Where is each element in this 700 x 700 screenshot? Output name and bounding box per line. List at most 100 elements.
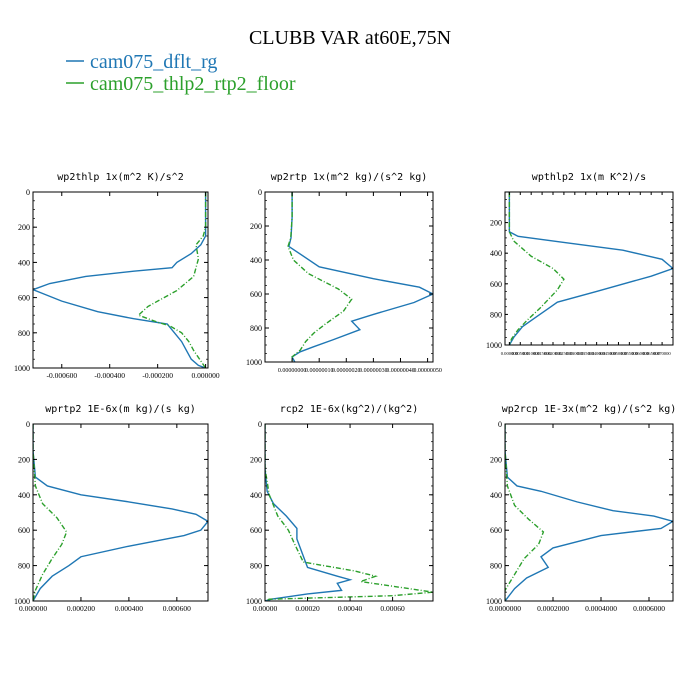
y-tick-label: 600	[490, 526, 502, 535]
x-tick-label: 0.065000	[643, 351, 661, 356]
y-tick-label: 1000	[486, 341, 502, 350]
series-line-floor	[508, 192, 565, 345]
y-tick-label: 800	[490, 310, 502, 319]
y-tick-label: 0	[26, 420, 30, 429]
y-tick-label: 400	[250, 256, 262, 265]
y-tick-label: 400	[250, 491, 262, 500]
x-tick-label: 0.055000	[621, 351, 639, 356]
x-tick-label: 0.000000	[19, 604, 47, 613]
y-tick-label: 800	[250, 562, 262, 571]
panel-4: wprtp2 1E-6x(m kg)/(s kg) 0 200 400 600 800 10…	[14, 404, 209, 613]
y-tick-label: 1000	[486, 597, 502, 606]
panel-title: rcp2 1E-6x(kg^2)/(kg^2)	[280, 404, 418, 415]
x-tick-label: 0.035000	[577, 351, 595, 356]
x-tick-label: 0.0002000	[537, 604, 569, 613]
series-line-dflt	[288, 192, 433, 362]
panel-title: wprtp2 1E-6x(m kg)/(s kg)	[45, 404, 196, 415]
panel-title: wp2rtp 1x(m^2 kg)/(s^2 kg)	[271, 172, 428, 183]
y-tick-label: 200	[250, 455, 262, 464]
figure-title: CLUBB VAR at60E,75N	[249, 27, 451, 49]
y-tick-label: 600	[250, 290, 262, 299]
y-tick-label: 600	[490, 280, 502, 289]
series-line-floor	[137, 192, 207, 368]
y-tick-label: 400	[18, 491, 30, 500]
plot-frame	[504, 423, 674, 602]
x-tick-label: 0.00000040	[386, 368, 415, 374]
y-tick-label: 0	[258, 188, 262, 197]
x-tick-label: 0.060000	[632, 351, 650, 356]
x-tick-label: 0.005000	[512, 351, 530, 356]
y-tick-label: 1000	[14, 597, 30, 606]
plot-frame	[264, 191, 434, 363]
panel-6: wp2rcp 1E-3x(m^2 kg)/(s^2 kg)0 200 400 600 8…	[486, 404, 676, 613]
y-tick-label: 800	[18, 562, 30, 571]
panels: wp2thlp 1x(m^2 K)/s^2 0 200 400 600 800 1000 -0…	[14, 172, 676, 613]
series-line-dflt	[33, 424, 208, 601]
y-tick-label: 800	[490, 562, 502, 571]
panel-title: wp2thlp 1x(m^2 K)/s^2	[57, 172, 183, 183]
x-tick-label: 0.025000	[555, 351, 573, 356]
x-tick-label: 0.070000	[653, 351, 671, 356]
x-tick-label: 0.000000	[192, 371, 220, 380]
x-tick-label: 0.00000020	[332, 368, 361, 374]
x-tick-label: -0.000400	[94, 371, 125, 380]
x-tick-label: 0.000400	[115, 604, 143, 613]
y-tick-label: 800	[250, 324, 262, 333]
series-line-dflt	[265, 424, 353, 601]
series-line-floor	[33, 424, 68, 601]
panel-1: wp2thlp 1x(m^2 K)/s^2 0 200 400 600 800 1000 -0…	[14, 172, 220, 380]
panel-5: rcp2 1E-6x(kg^2)/(kg^2) 0 200 400 600 800 1000…	[246, 404, 434, 613]
x-tick-label: 0.030000	[566, 351, 584, 356]
x-tick-label: 0.00000	[253, 604, 278, 613]
x-tick-label: 0.0000000	[489, 604, 521, 613]
y-tick-label: 600	[18, 294, 30, 303]
x-tick-label: -0.000600	[46, 371, 77, 380]
x-tick-label: 0.0004000	[585, 604, 617, 613]
y-tick-label: 400	[18, 258, 30, 267]
series-line-floor	[505, 424, 545, 601]
panel-title: wpthlp2 1x(m K^2)/s	[532, 172, 646, 183]
x-tick-label: 0.010000	[523, 351, 541, 356]
y-tick-label: 200	[490, 219, 502, 228]
series-line-floor	[287, 192, 353, 362]
x-tick-label: 0.0006000	[633, 604, 665, 613]
x-tick-label: 0.000600	[163, 604, 191, 613]
legend: cam075_dflt_rg cam075_thlp2_rtp2_floor	[66, 51, 296, 95]
series-line-dflt	[33, 192, 207, 368]
x-tick-label: 0.040000	[588, 351, 606, 356]
x-tick-label: 0.015000	[533, 351, 551, 356]
legend-label-floor: cam075_thlp2_rtp2_floor	[90, 73, 296, 95]
y-tick-label: 1000	[246, 597, 262, 606]
x-tick-label: 0.00060	[380, 604, 405, 613]
x-tick-label: 0.00000010	[305, 368, 334, 374]
plot-frame	[264, 423, 434, 602]
y-tick-label: 1000	[246, 358, 262, 367]
panel-3: wpthlp2 1x(m K^2)/s 200 400 600 800 10000.000…	[486, 172, 674, 356]
x-tick-label: 0.00000050	[413, 368, 442, 374]
x-tick-label: 0.00020	[295, 604, 320, 613]
y-tick-label: 0	[258, 420, 262, 429]
y-tick-label: 200	[490, 455, 502, 464]
x-tick-label: 0.000200	[67, 604, 95, 613]
x-tick-label: 0.000000	[501, 351, 519, 356]
series-line-dflt	[505, 424, 673, 601]
series-line-floor	[265, 424, 433, 601]
y-tick-label: 400	[490, 491, 502, 500]
panel-title: wp2rcp 1E-3x(m^2 kg)/(s^2 kg)	[502, 404, 677, 415]
y-tick-label: 600	[250, 526, 262, 535]
y-tick-label: 0	[26, 188, 30, 197]
x-tick-label: 0.050000	[610, 351, 628, 356]
x-tick-label: 0.00000000	[278, 368, 307, 374]
y-tick-label: 600	[18, 526, 30, 535]
series-line-dflt	[508, 192, 673, 345]
y-tick-label: 200	[250, 222, 262, 231]
y-tick-label: 1000	[14, 364, 30, 373]
y-tick-label: 800	[18, 329, 30, 338]
y-tick-label: 400	[490, 249, 502, 258]
y-tick-label: 200	[18, 455, 30, 464]
plot-frame	[32, 423, 209, 602]
x-tick-label: 0.045000	[599, 351, 617, 356]
x-tick-label: 0.00040	[338, 604, 363, 613]
x-tick-label: -0.000200	[142, 371, 173, 380]
